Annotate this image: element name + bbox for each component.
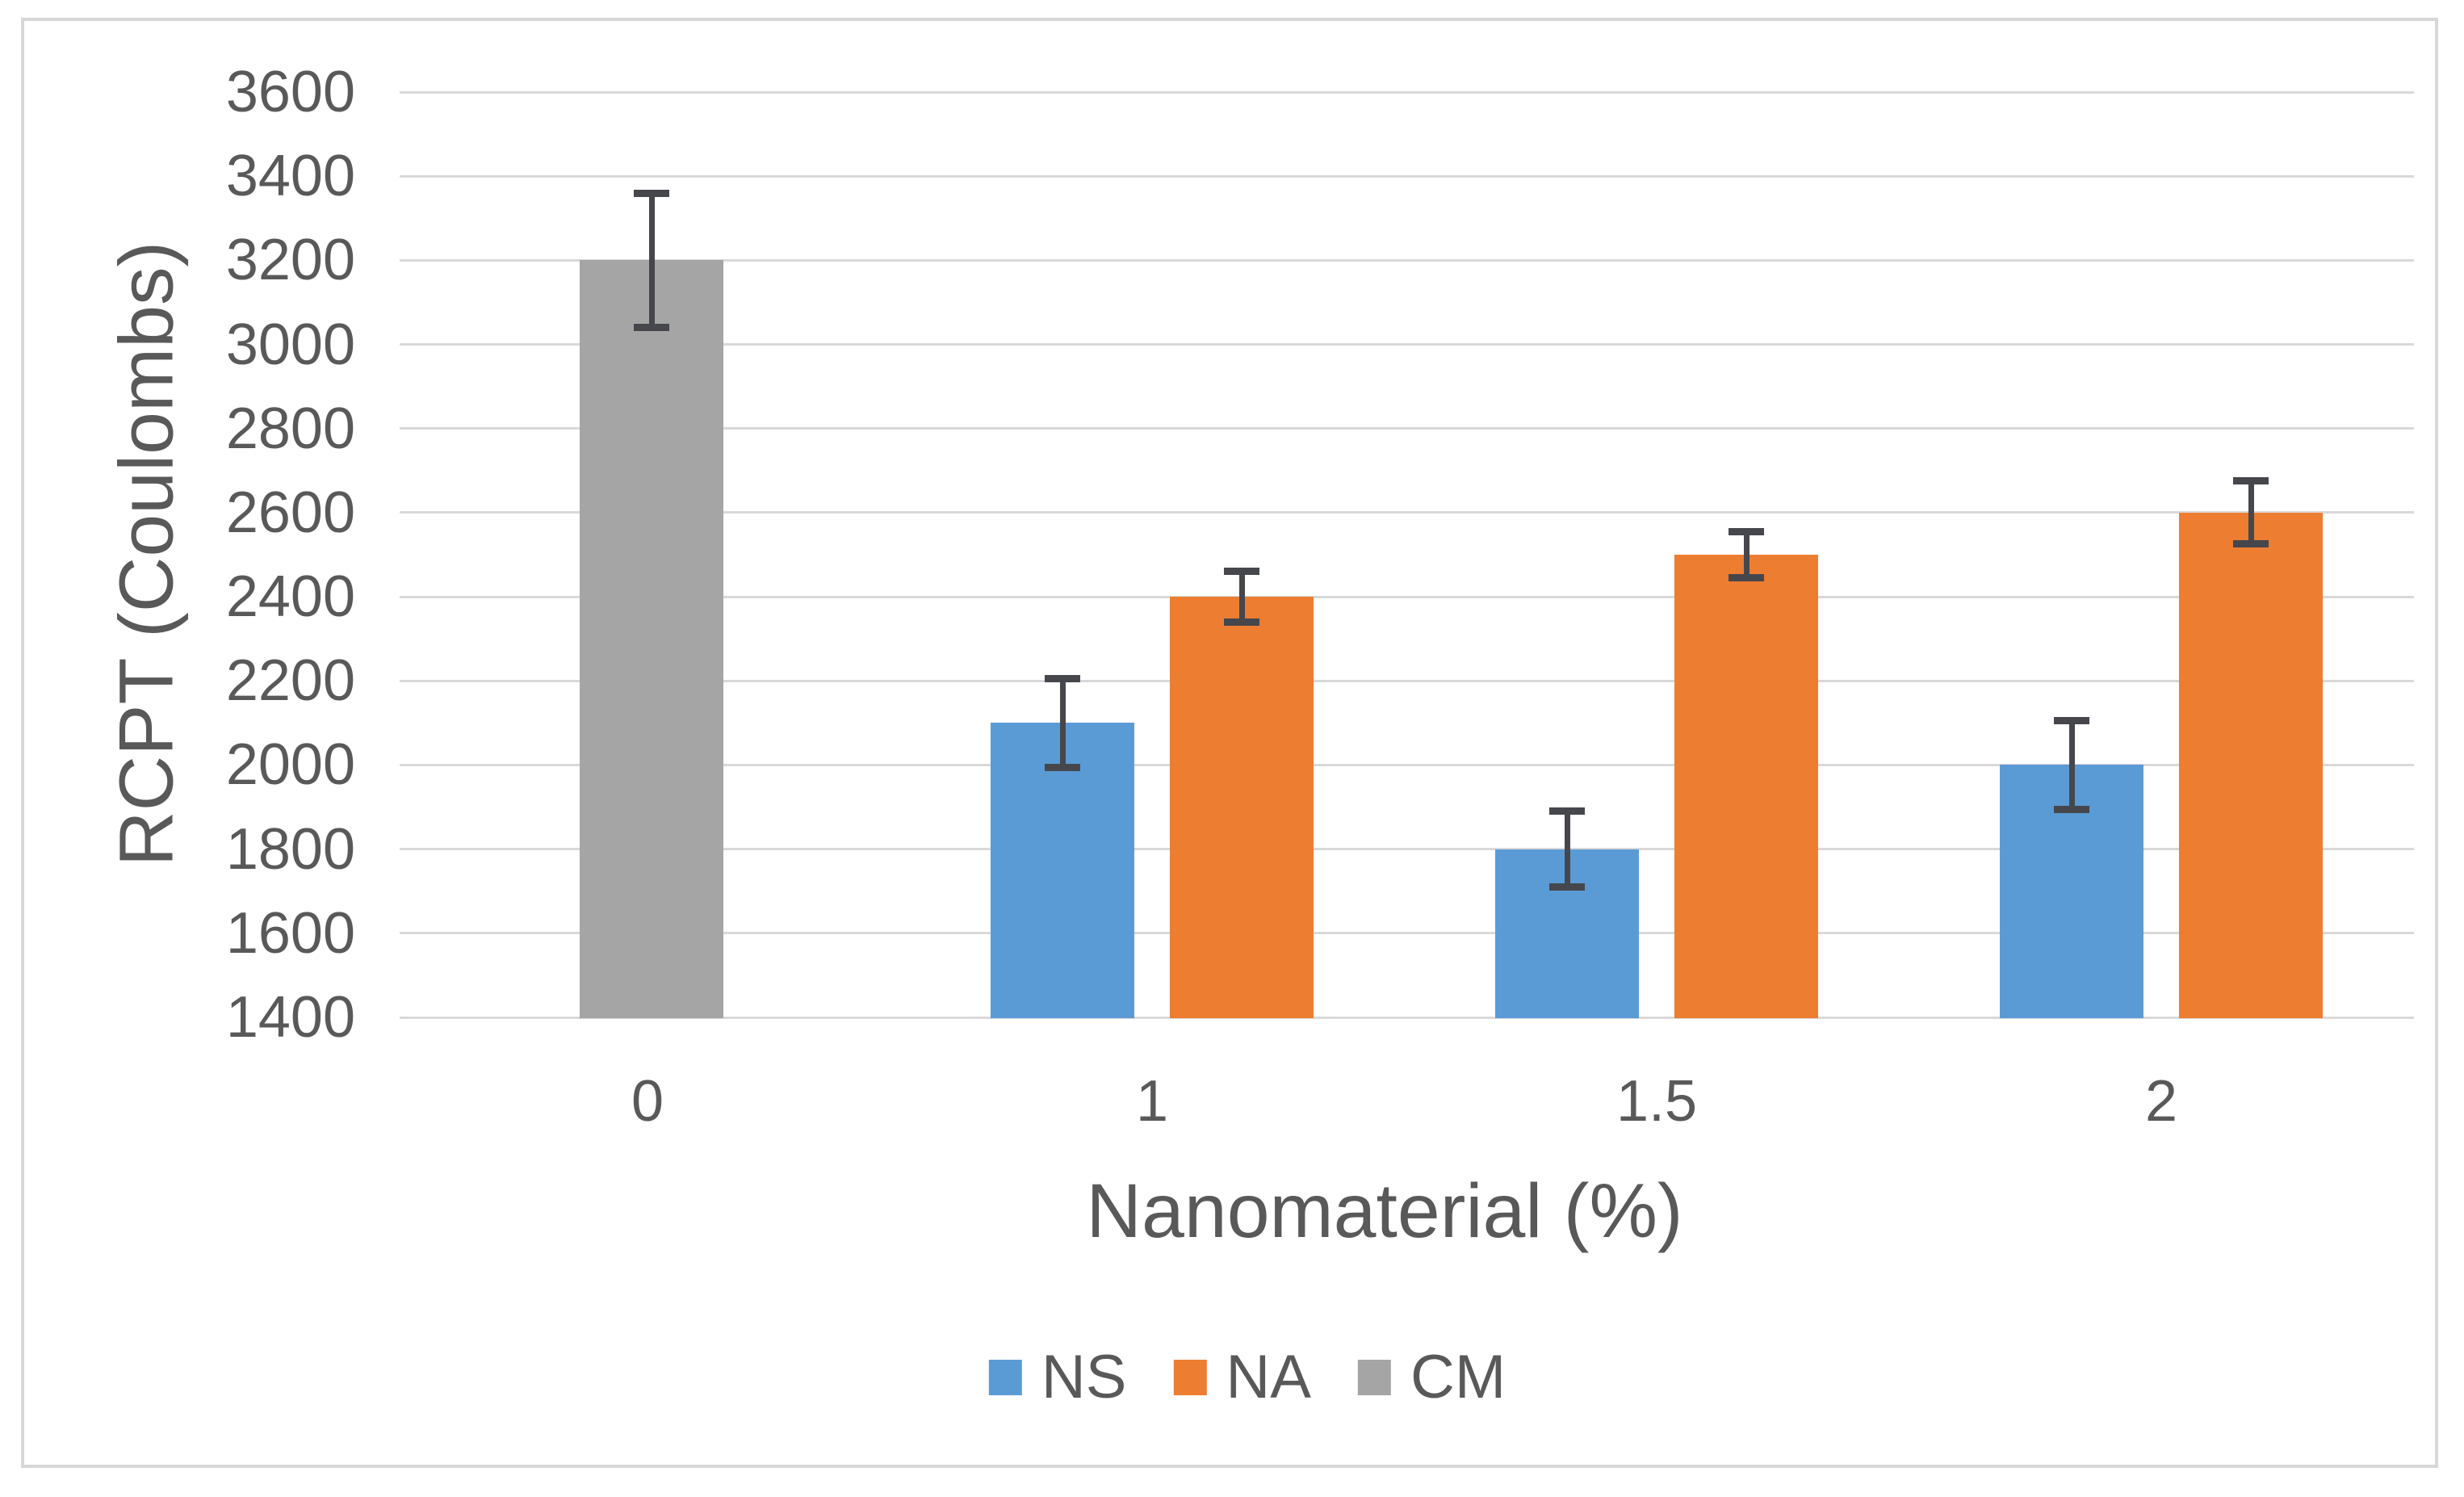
error-bar-cap-bottom: [1549, 883, 1585, 891]
y-tick-label: 2000: [225, 732, 355, 798]
error-bar-line: [2248, 480, 2254, 544]
gridline: [400, 511, 2414, 514]
y-tick-label: 2800: [225, 396, 355, 461]
error-bar-cap-top: [1224, 568, 1259, 576]
bar-na-1.5: [1674, 555, 1818, 1018]
figure-border: [21, 18, 2438, 1468]
gridline: [400, 763, 2414, 766]
legend-label-ns: NS: [1041, 1343, 1127, 1411]
x-tick-label: 1: [1135, 1069, 1169, 1134]
x-tick-label: 1.5: [1615, 1069, 1698, 1134]
error-bar-line: [2068, 720, 2075, 810]
error-bar-line: [648, 193, 655, 328]
x-axis-title: Nanomaterial (%): [1086, 1168, 1683, 1254]
legend-item-na: NA: [1173, 1345, 1311, 1410]
error-bar-cap-top: [1729, 527, 1764, 535]
error-bar-line: [1564, 811, 1570, 887]
legend-swatch-cm: [1357, 1360, 1391, 1395]
legend-item-cm: CM: [1357, 1343, 1506, 1411]
error-bar-cap-top: [2233, 477, 2269, 485]
error-bar-cap-top: [1549, 807, 1585, 816]
y-tick-label: 2600: [225, 480, 355, 545]
y-tick-label: 3200: [225, 228, 355, 293]
bar-cm-0: [580, 260, 723, 1018]
error-bar-line: [1059, 678, 1066, 768]
y-tick-label: 1400: [225, 985, 355, 1050]
gridline: [400, 343, 2414, 346]
gridline: [400, 174, 2414, 178]
y-tick-label: 3400: [225, 144, 355, 209]
y-tick-label: 2400: [225, 564, 355, 630]
gridline: [400, 595, 2414, 598]
bar-na-1: [1170, 597, 1314, 1018]
legend-item-ns: NS: [988, 1343, 1127, 1411]
x-tick-label: 2: [2144, 1069, 2178, 1134]
legend-swatch-ns: [988, 1360, 1022, 1395]
bar-ns-1: [991, 723, 1134, 1018]
legend-swatch-na: [1173, 1360, 1207, 1395]
gridline: [400, 1016, 2414, 1019]
y-tick-label: 3600: [225, 60, 355, 124]
error-bar-line: [1743, 531, 1750, 578]
error-bar-cap-top: [634, 189, 669, 197]
error-bar-cap-bottom: [1224, 618, 1259, 626]
legend-label-na: NA: [1226, 1343, 1311, 1411]
gridline: [400, 258, 2414, 262]
gridline: [400, 932, 2414, 935]
error-bar-cap-bottom: [1729, 574, 1764, 582]
gridline: [400, 90, 2414, 94]
gridline: [400, 679, 2414, 682]
error-bar-cap-bottom: [2054, 805, 2089, 813]
y-tick-label: 1800: [225, 816, 355, 882]
legend: NS NA CM: [988, 1343, 1506, 1411]
error-bar-cap-top: [2054, 717, 2089, 725]
error-bar-cap-bottom: [2233, 540, 2269, 548]
y-tick-label: 3000: [225, 312, 355, 377]
legend-label-cm: CM: [1410, 1343, 1506, 1411]
gridline: [400, 848, 2414, 851]
gridline: [400, 427, 2414, 430]
y-tick-label: 1600: [225, 900, 355, 966]
error-bar-cap-bottom: [1045, 763, 1080, 771]
error-bar-cap-bottom: [634, 324, 669, 332]
x-tick-label: 0: [631, 1069, 664, 1134]
error-bar-cap-top: [1045, 675, 1080, 683]
bar-na-2: [2179, 512, 2323, 1018]
y-tick-label: 2200: [225, 648, 355, 714]
error-bar-line: [1238, 571, 1245, 623]
